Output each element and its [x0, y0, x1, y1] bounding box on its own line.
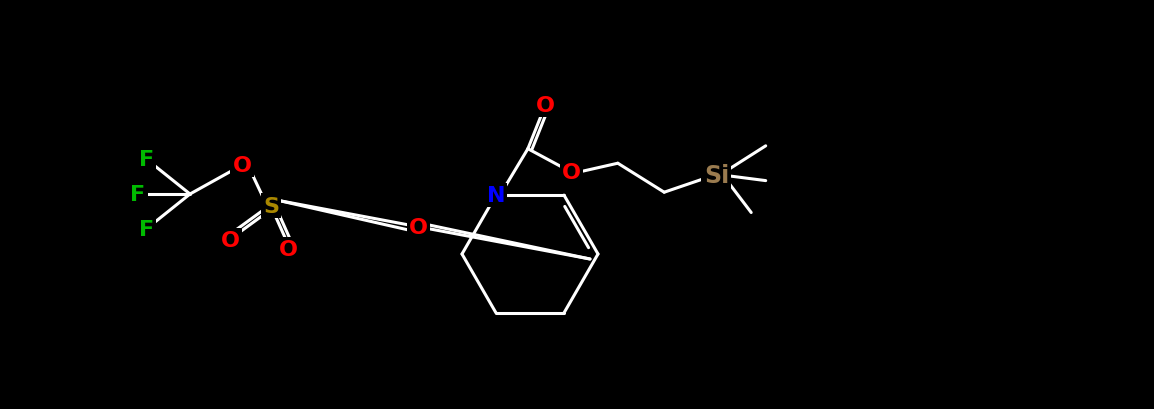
Text: F: F	[130, 184, 145, 204]
Text: O: O	[562, 162, 580, 182]
Text: O: O	[233, 155, 252, 175]
Text: O: O	[279, 240, 298, 259]
Text: S: S	[263, 196, 279, 216]
Text: F: F	[138, 150, 155, 170]
Text: Si: Si	[704, 164, 729, 187]
Text: O: O	[222, 231, 240, 251]
Text: N: N	[487, 186, 505, 206]
Text: F: F	[138, 219, 155, 239]
Text: O: O	[409, 218, 428, 238]
Text: O: O	[535, 96, 555, 116]
